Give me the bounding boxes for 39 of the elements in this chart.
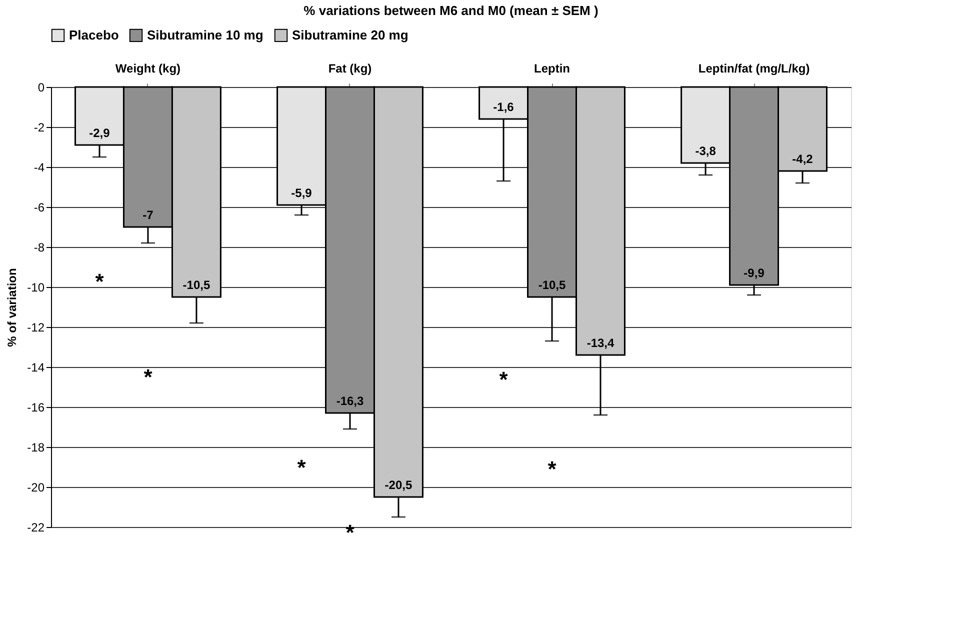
- data-label: -5,9: [291, 186, 312, 200]
- data-label: -2,9: [89, 126, 110, 140]
- chart-title: % variations between M6 and M0 (mean ± SEM ): [304, 3, 598, 18]
- data-label: -9,9: [744, 266, 765, 280]
- y-tick-label: -2: [34, 120, 45, 134]
- annotation: *: [499, 367, 508, 392]
- data-label: -20,5: [384, 478, 412, 492]
- data-label: -10,5: [538, 278, 566, 292]
- y-tick-label: -4: [34, 160, 45, 174]
- y-tick-label: 0: [38, 80, 45, 94]
- y-tick-label: -22: [27, 520, 45, 534]
- data-label: -13,4: [586, 336, 614, 350]
- y-tick-label: -8: [34, 240, 45, 254]
- y-tick-label: -20: [27, 480, 45, 494]
- y-axis-title: % of variation: [5, 268, 20, 347]
- annotation: *: [95, 269, 104, 294]
- annotation: *: [297, 455, 306, 480]
- data-label: -3,8: [695, 144, 716, 158]
- y-tick-label: -12: [27, 320, 45, 334]
- data-label: -4,2: [792, 152, 814, 166]
- data-label: -1,6: [493, 100, 514, 114]
- legend-label: Sibutramine 10 mg: [147, 27, 264, 42]
- data-label: -10,5: [182, 278, 210, 292]
- annotation: *: [548, 456, 557, 482]
- annotation: *: [346, 520, 355, 545]
- x-tick-label: Fat (kg): [328, 62, 372, 76]
- y-tick-label: -10: [27, 280, 45, 294]
- y-tick-label: -18: [27, 440, 45, 454]
- legend-label: Placebo: [69, 27, 119, 42]
- data-label: -7: [142, 208, 154, 222]
- annotation: *: [144, 364, 153, 390]
- x-tick-label: Leptin: [534, 62, 570, 76]
- x-tick-label: Leptin/fat (mg/L/kg): [698, 62, 810, 76]
- y-tick-label: -16: [27, 400, 45, 414]
- y-tick-label: -14: [27, 360, 45, 374]
- x-tick-label: Weight (kg): [115, 62, 181, 76]
- legend-label: Sibutramine 20 mg: [292, 27, 408, 42]
- y-tick-label: -6: [34, 200, 45, 214]
- data-label: -16,3: [336, 394, 364, 408]
